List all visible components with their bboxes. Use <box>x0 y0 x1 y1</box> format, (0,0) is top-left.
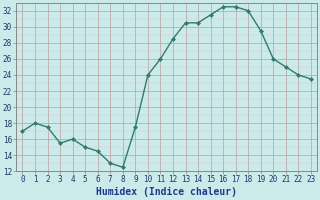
X-axis label: Humidex (Indice chaleur): Humidex (Indice chaleur) <box>96 187 237 197</box>
